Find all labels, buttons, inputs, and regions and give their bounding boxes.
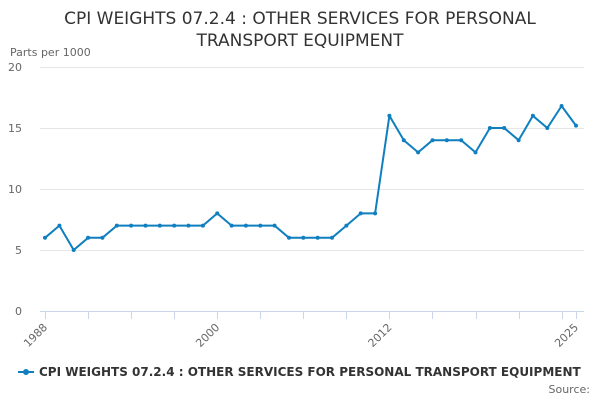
data-point-2006[interactable] (301, 235, 306, 240)
chart-title: CPI WEIGHTS 07.2.4 : OTHER SERVICES FOR … (0, 8, 600, 52)
data-point-2023[interactable] (545, 126, 550, 130)
chart-title-line-2: TRANSPORT EQUIPMENT (196, 31, 404, 51)
data-point-2013[interactable] (401, 138, 406, 143)
data-point-1995[interactable] (143, 223, 148, 228)
data-point-2012[interactable] (387, 113, 392, 118)
data-point-2015[interactable] (430, 138, 435, 143)
data-point-2014[interactable] (416, 150, 421, 155)
data-point-2005[interactable] (287, 235, 291, 240)
data-point-2001[interactable] (229, 223, 234, 228)
data-point-2024[interactable] (559, 104, 564, 108)
data-point-1999[interactable] (200, 223, 205, 228)
series-group (43, 104, 578, 252)
data-point-2021[interactable] (516, 138, 521, 143)
series-line[interactable] (44, 105, 577, 251)
y-tick-label-5: 5 (15, 244, 22, 257)
data-point-1994[interactable] (129, 223, 134, 228)
data-point-2019[interactable] (487, 126, 492, 130)
data-point-1997[interactable] (172, 223, 177, 228)
data-point-2016[interactable] (444, 138, 449, 143)
legend-swatch-icon (18, 367, 34, 377)
data-point-2002[interactable] (243, 223, 248, 228)
y-tick-label-0: 0 (15, 305, 22, 318)
data-point-2020[interactable] (502, 126, 507, 130)
y-tick-label-15: 15 (8, 122, 22, 135)
gridlines (40, 67, 584, 251)
credits-source[interactable]: Source: (548, 383, 591, 396)
data-point-2011[interactable] (373, 211, 378, 216)
x-axis-labels: 1988 2000 2012 2025 (21, 321, 581, 350)
data-point-2010[interactable] (358, 211, 363, 216)
data-point-1998[interactable] (186, 223, 191, 228)
y-axis-labels: 0 5 10 15 20 (8, 61, 22, 318)
legend-label: CPI WEIGHTS 07.2.4 : OTHER SERVICES FOR … (39, 365, 581, 379)
x-tick-label-2025: 2025 (552, 321, 581, 350)
data-point-2022[interactable] (530, 113, 535, 118)
data-point-2018[interactable] (473, 150, 478, 155)
x-tick-label-2012: 2012 (366, 321, 395, 350)
data-point-2008[interactable] (330, 235, 334, 240)
data-point-2007[interactable] (315, 235, 320, 240)
data-point-1991[interactable] (86, 235, 91, 240)
data-point-2025[interactable] (574, 123, 578, 128)
x-tick-label-2000: 2000 (193, 321, 222, 350)
chart-title-line-1: CPI WEIGHTS 07.2.4 : OTHER SERVICES FOR … (64, 9, 536, 29)
x-tick-label-1988: 1988 (21, 321, 50, 350)
y-tick-label-20: 20 (8, 61, 22, 74)
y-tick-label-10: 10 (8, 183, 22, 196)
data-point-2000[interactable] (215, 211, 220, 216)
data-point-2009[interactable] (344, 223, 349, 228)
data-point-1989[interactable] (57, 223, 62, 228)
data-point-1990[interactable] (71, 248, 76, 252)
data-point-1992[interactable] (100, 235, 105, 240)
data-point-2004[interactable] (272, 223, 277, 228)
data-point-1993[interactable] (114, 223, 119, 228)
legend-item[interactable]: CPI WEIGHTS 07.2.4 : OTHER SERVICES FOR … (18, 365, 581, 379)
data-point-1996[interactable] (157, 223, 162, 228)
data-point-2003[interactable] (258, 223, 263, 228)
x-axis (40, 311, 584, 319)
y-axis-title: Parts per 1000 (10, 46, 91, 59)
data-point-2017[interactable] (459, 138, 464, 143)
data-point-1988[interactable] (43, 235, 47, 240)
